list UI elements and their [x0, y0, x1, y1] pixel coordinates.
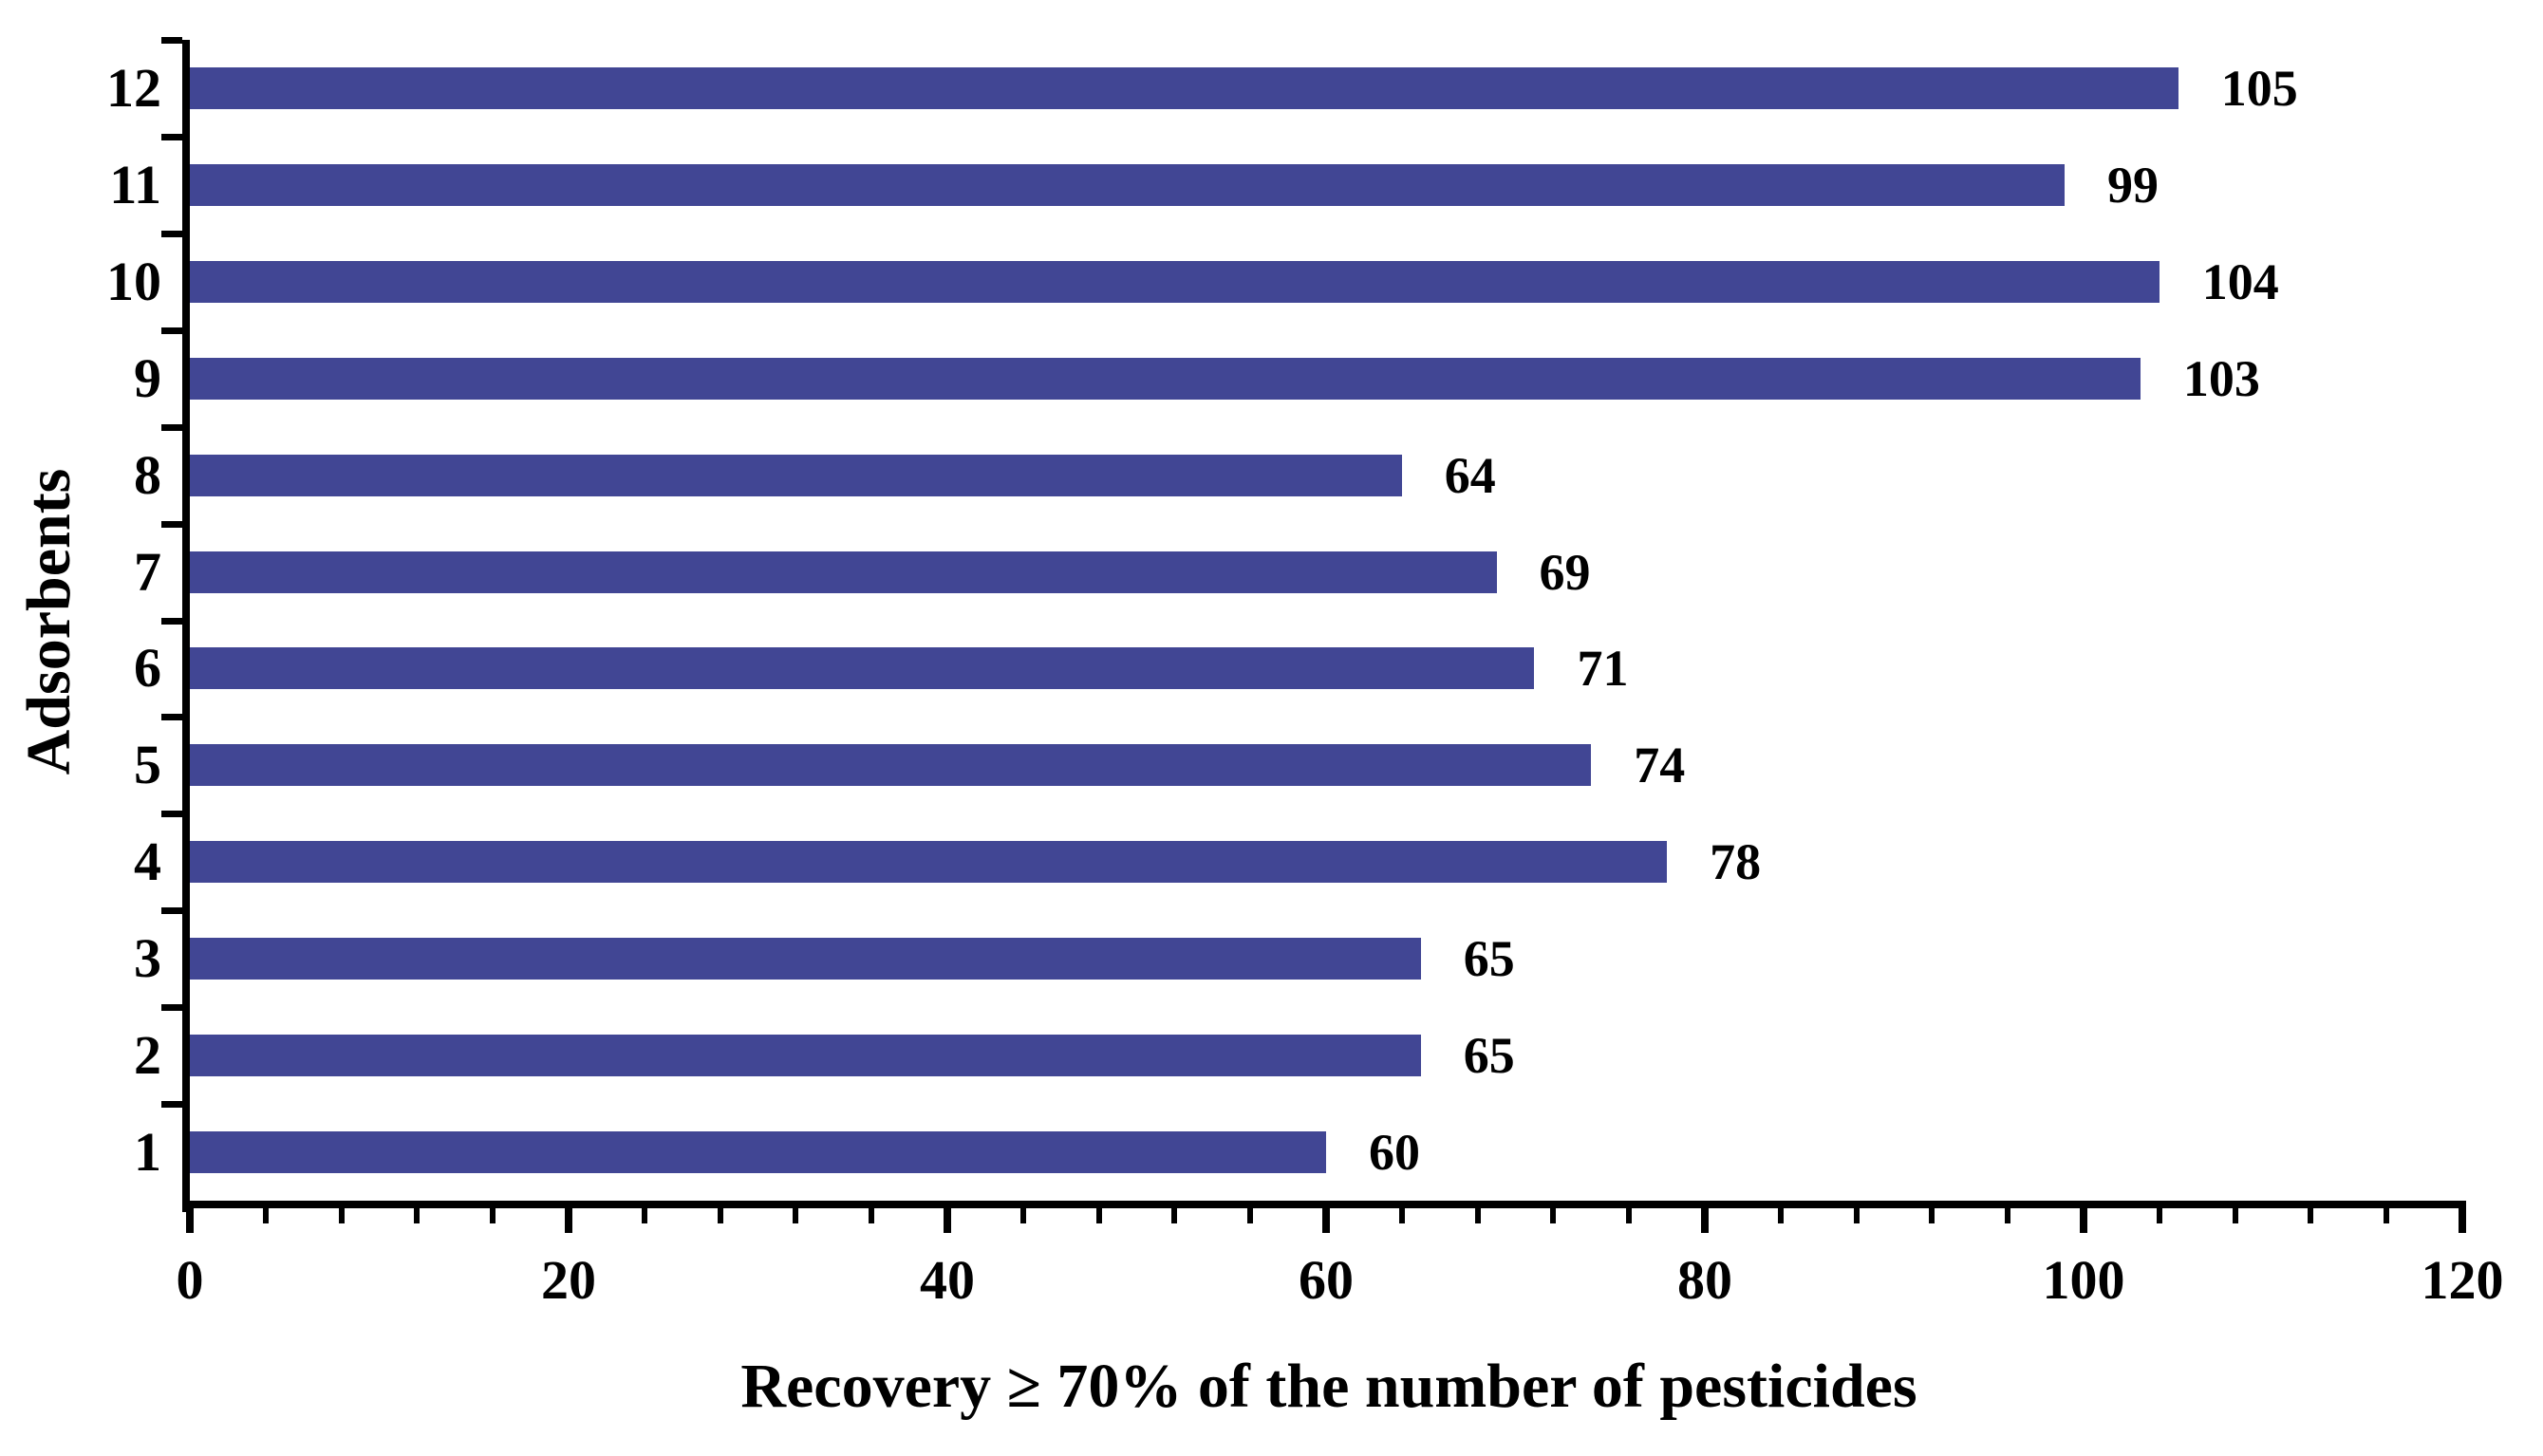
- x-axis-minor-tick: [2384, 1208, 2390, 1223]
- bar: [190, 841, 1668, 884]
- bar-value-label: 104: [2201, 252, 2279, 310]
- y-axis-tick-label: 1: [134, 1121, 161, 1184]
- bar-value-label: 103: [2182, 349, 2260, 407]
- x-axis-minor-tick: [2232, 1208, 2238, 1223]
- bar-value-label: 71: [1577, 640, 1629, 698]
- x-axis-major-tick: [565, 1208, 572, 1233]
- x-axis-minor-tick: [1550, 1208, 1557, 1223]
- x-axis-minor-tick: [1626, 1208, 1633, 1223]
- bar-value-label: 69: [1539, 543, 1591, 601]
- x-axis-major-tick: [1701, 1208, 1709, 1233]
- x-axis-minor-tick: [2308, 1208, 2314, 1223]
- y-axis-tick-label: 5: [134, 734, 161, 796]
- x-axis-minor-tick: [1247, 1208, 1254, 1223]
- bar: [190, 163, 2066, 206]
- y-axis-tick-label: 8: [134, 443, 161, 506]
- x-axis-tick-label: 80: [1677, 1249, 1732, 1311]
- x-axis-minor-tick: [1474, 1208, 1481, 1223]
- x-axis-minor-tick: [2005, 1208, 2011, 1223]
- x-axis-minor-tick: [262, 1208, 269, 1223]
- x-axis-minor-tick: [1171, 1208, 1178, 1223]
- y-axis-line: [182, 40, 190, 1212]
- y-axis-tick: [161, 1101, 182, 1109]
- y-axis-tick: [161, 811, 182, 818]
- x-axis-major-tick: [2080, 1208, 2087, 1233]
- x-axis-minor-tick: [1398, 1208, 1405, 1223]
- y-axis-tick-label: 7: [134, 540, 161, 603]
- bar: [190, 647, 1535, 690]
- bar: [190, 66, 2178, 109]
- bar: [190, 357, 2141, 400]
- y-axis-tick: [161, 230, 182, 237]
- x-axis-tick-label: 0: [176, 1249, 204, 1311]
- bar-value-label: 74: [1634, 737, 1686, 794]
- y-axis-tick: [161, 520, 182, 528]
- bar: [190, 938, 1421, 980]
- x-axis-minor-tick: [1095, 1208, 1102, 1223]
- x-axis-minor-tick: [1019, 1208, 1026, 1223]
- x-axis-tick-label: 40: [920, 1249, 975, 1311]
- x-axis-major-tick: [1322, 1208, 1330, 1233]
- x-axis-tick-label: 20: [541, 1249, 596, 1311]
- y-axis-tick-label: 10: [106, 250, 161, 312]
- y-axis-tick-label: 11: [109, 153, 161, 215]
- x-axis-minor-tick: [1853, 1208, 1860, 1223]
- y-axis-tick: [161, 37, 182, 44]
- x-axis-minor-tick: [414, 1208, 421, 1223]
- x-axis-major-tick: [186, 1208, 194, 1233]
- y-axis-tick-label: 9: [134, 346, 161, 409]
- bar-value-label: 64: [1444, 446, 1496, 504]
- x-axis-tick-label: 60: [1299, 1249, 1354, 1311]
- bar: [190, 1131, 1326, 1174]
- y-axis-tick: [161, 617, 182, 625]
- bar: [190, 551, 1497, 593]
- bar-value-label: 99: [2107, 156, 2160, 214]
- x-axis-minor-tick: [641, 1208, 647, 1223]
- y-axis-tick-label: 12: [106, 56, 161, 119]
- y-axis-tick: [161, 133, 182, 140]
- x-axis-minor-tick: [793, 1208, 799, 1223]
- y-axis-tick-label: 4: [134, 831, 161, 893]
- x-axis-major-tick: [2459, 1208, 2466, 1233]
- x-axis-minor-tick: [338, 1208, 345, 1223]
- bar-value-label: 78: [1710, 833, 1762, 891]
- x-axis-tick-label: 120: [2421, 1249, 2504, 1311]
- y-axis-tick: [161, 714, 182, 721]
- x-axis-minor-tick: [717, 1208, 723, 1223]
- bar: [190, 744, 1592, 787]
- y-axis-tick-label: 6: [134, 637, 161, 700]
- x-axis-minor-tick: [490, 1208, 496, 1223]
- x-axis-line: [182, 1201, 2466, 1208]
- x-axis-title: Recovery ≥ 70% of the number of pesticid…: [740, 1352, 1917, 1421]
- y-axis-tick: [161, 907, 182, 915]
- x-axis-minor-tick: [869, 1208, 875, 1223]
- y-axis-tick: [161, 423, 182, 431]
- y-axis-tick-label: 2: [134, 1024, 161, 1087]
- y-axis-tick-label: 3: [134, 927, 161, 990]
- y-axis-title: Adsorbents: [14, 468, 84, 775]
- bar: [190, 260, 2160, 303]
- y-axis-tick: [161, 1004, 182, 1012]
- bar-value-label: 65: [1463, 1027, 1515, 1085]
- x-axis-minor-tick: [1777, 1208, 1784, 1223]
- bar: [190, 454, 1402, 496]
- x-axis-minor-tick: [1929, 1208, 1935, 1223]
- bar-value-label: 60: [1369, 1124, 1420, 1182]
- x-axis-tick-label: 100: [2042, 1249, 2125, 1311]
- bar-value-label: 105: [2220, 59, 2298, 117]
- bar: [190, 1035, 1421, 1077]
- x-axis-minor-tick: [2156, 1208, 2162, 1223]
- x-axis-major-tick: [944, 1208, 951, 1233]
- bar-value-label: 65: [1463, 930, 1515, 988]
- y-axis-tick: [161, 327, 182, 334]
